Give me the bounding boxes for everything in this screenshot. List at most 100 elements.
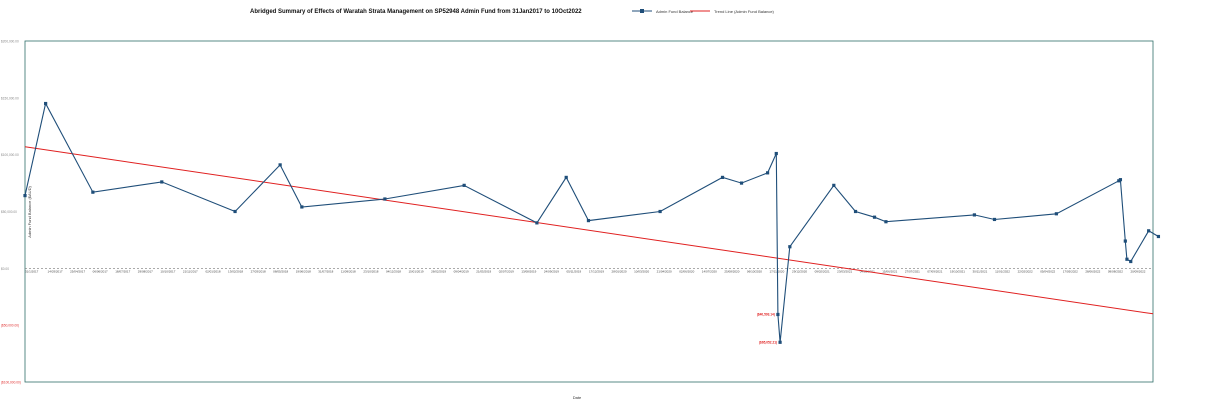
x-tick-label-3: 06/06/2017 — [93, 269, 108, 273]
x-tick-label-24: 05/11/2019 — [566, 269, 581, 273]
data-label-18: ($65,052.21) — [759, 340, 777, 344]
x-tick-label-22: 13/08/2019 — [521, 269, 536, 273]
data-point-29 — [1123, 239, 1127, 243]
y-tick-label-3: $50,000.00 — [1, 210, 17, 214]
trend-line — [24, 146, 1154, 315]
x-tick-label-28: 21/04/2020 — [657, 269, 672, 273]
x-tick-label-12: 19/06/2018 — [296, 269, 311, 273]
y-tick-label-5: ($50,000.00) — [1, 324, 19, 328]
data-point-13 — [720, 175, 725, 179]
x-tick-label-30: 14/07/2020 — [702, 269, 717, 273]
legend-swatch-admin-fund — [632, 9, 652, 13]
legend-label-admin-fund: Admin Fund Balance — [656, 8, 694, 14]
x-tick-label-27: 10/03/2020 — [634, 269, 649, 273]
x-tick-label-19: 09/04/2019 — [454, 269, 469, 273]
x-tick-label-2: 25/04/2017 — [70, 269, 85, 273]
series-line-admin-fund — [24, 101, 1159, 343]
data-point-8 — [462, 183, 466, 187]
y-tick-label-2: $100,000.00 — [1, 153, 19, 157]
x-tick-label-15: 23/10/2018 — [363, 269, 378, 273]
data-point-33 — [1156, 234, 1161, 239]
chart-title: Abridged Summary of Effects of Waratah S… — [250, 9, 582, 15]
x-tick-label-13: 31/07/2018 — [318, 269, 333, 273]
x-tick-label-9: 13/02/2018 — [228, 269, 243, 273]
data-point-12 — [658, 209, 662, 214]
x-tick-label-35: 09/02/2021 — [815, 269, 830, 273]
x-tick-label-39: 27/07/2021 — [905, 269, 920, 273]
x-axis-title: Date — [573, 395, 582, 400]
data-label-17: ($40,593.14) — [757, 313, 775, 317]
x-tick-label-36: 23/03/2021 — [837, 269, 852, 273]
y-tick-label-4: $0.00 — [1, 267, 9, 271]
x-tick-label-0: 31/1/2017 — [25, 269, 39, 273]
x-tick-label-34: 29/12/2020 — [792, 269, 807, 273]
data-point-2 — [91, 190, 95, 194]
x-tick-label-48: 09/08/2022 — [1108, 269, 1123, 273]
x-tick-label-8: 02/01/2018 — [205, 269, 220, 273]
x-tick-label-1: 14/03/2017 — [48, 269, 63, 273]
legend-label-trend-line: Trend Line (Admin Fund Balance) — [714, 8, 774, 14]
x-tick-label-43: 11/01/2022 — [995, 269, 1010, 273]
x-tick-label-42: 30/11/2021 — [973, 269, 988, 273]
x-tick-label-5: 29/08/2017 — [138, 269, 153, 273]
data-point-1 — [44, 101, 48, 106]
data-point-20 — [832, 183, 836, 187]
x-tick-label-17: 15/01/2019 — [409, 269, 424, 273]
x-tick-label-40: 07/09/2021 — [927, 269, 942, 273]
x-tick-label-49: 20/09/2022 — [1130, 269, 1145, 273]
data-point-21 — [853, 209, 858, 214]
x-tick-label-44: 22/02/2022 — [1018, 269, 1033, 273]
x-tick-label-18: 26/02/2019 — [431, 269, 446, 273]
data-point-14 — [739, 181, 744, 185]
legend-swatch-trend-line — [690, 10, 710, 12]
x-tick-label-32: 06/10/2020 — [747, 269, 762, 273]
data-point-15 — [765, 171, 770, 175]
x-tick-label-11: 08/05/2018 — [273, 269, 288, 273]
data-point-23 — [884, 220, 888, 224]
data-point-11 — [586, 218, 591, 223]
data-point-17 — [776, 312, 780, 317]
data-point-9 — [535, 221, 539, 225]
legend-item-trend-line: Trend Line (Admin Fund Balance) — [690, 8, 774, 14]
x-tick-label-46: 17/05/2022 — [1063, 269, 1078, 273]
data-point-24 — [972, 213, 977, 217]
data-point-18 — [778, 340, 782, 344]
x-tick-label-20: 21/05/2019 — [476, 269, 491, 273]
x-tick-label-45: 05/04/2022 — [1040, 269, 1055, 273]
data-point-28 — [1118, 178, 1123, 182]
x-tick-label-31: 25/08/2020 — [724, 269, 739, 273]
x-tick-label-21: 02/07/2019 — [499, 269, 514, 273]
plot-frame — [24, 40, 1154, 383]
data-point-31 — [1129, 259, 1133, 264]
data-point-5 — [278, 163, 282, 167]
legend-item-admin-fund: Admin Fund Balance — [632, 8, 693, 14]
data-point-10 — [564, 175, 568, 179]
x-tick-label-16: 04/12/2018 — [386, 269, 401, 273]
data-point-4 — [233, 209, 237, 214]
y-tick-label-1: $150,000.00 — [1, 96, 19, 100]
y-axis-title: Admin Fund Balance ($AUD) — [27, 186, 32, 238]
x-tick-label-10: 27/03/2018 — [251, 269, 266, 273]
x-tick-label-14: 11/09/2018 — [341, 269, 356, 273]
x-tick-label-38: 15/06/2021 — [882, 269, 897, 273]
data-point-6 — [300, 205, 304, 209]
data-point-0 — [23, 193, 27, 198]
data-point-22 — [872, 215, 877, 219]
x-tick-label-23: 24/09/2019 — [544, 269, 559, 273]
data-point-27 — [1117, 179, 1121, 183]
x-tick-label-26: 28/01/2020 — [612, 269, 627, 273]
x-tick-label-47: 28/06/2022 — [1085, 269, 1100, 273]
data-point-25 — [992, 217, 997, 222]
data-point-30 — [1125, 257, 1129, 261]
y-tick-label-6: ($100,000.00) — [1, 381, 21, 385]
data-point-32 — [1147, 229, 1151, 233]
x-tick-label-4: 18/07/2017 — [115, 269, 130, 273]
x-tick-label-6: 10/10/2017 — [160, 269, 175, 273]
data-point-16 — [774, 151, 778, 156]
x-tick-label-29: 02/06/2020 — [679, 269, 694, 273]
y-tick-label-0: $200,000.00 — [1, 40, 19, 44]
data-point-3 — [160, 180, 164, 184]
data-point-19 — [788, 245, 792, 249]
x-tick-label-7: 21/11/2017 — [183, 269, 198, 273]
